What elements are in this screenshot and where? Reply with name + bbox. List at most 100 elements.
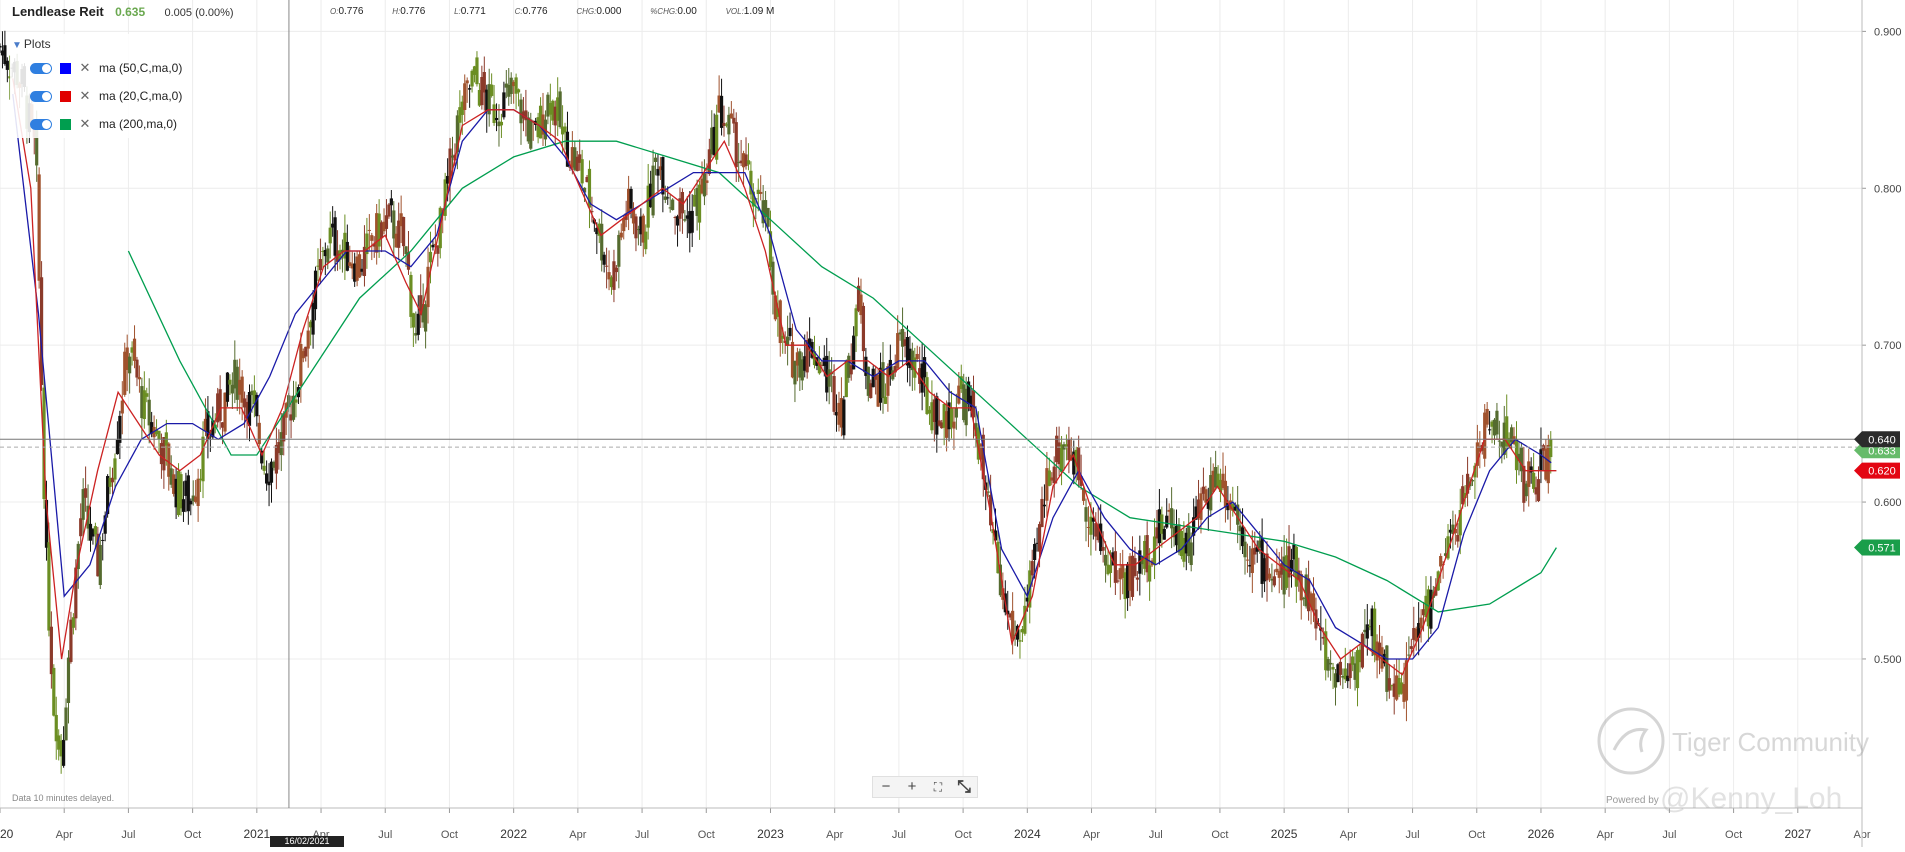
tiger-logo-icon: [1597, 707, 1665, 775]
watermark-community: Tiger Community: [1672, 727, 1869, 757]
candle-body: [1284, 555, 1289, 588]
candle-body: [1157, 509, 1161, 544]
candle-body: [1135, 577, 1139, 580]
crosshair-date-tag: 16/02/2021: [270, 836, 344, 847]
moving-average-line: [12, 94, 1552, 660]
candle-body: [1536, 479, 1541, 502]
candle-body: [1211, 470, 1215, 493]
candle-body: [546, 94, 550, 117]
candle-body: [103, 515, 107, 534]
candle-body: [1395, 675, 1399, 700]
fit-screen-button[interactable]: ⛶: [933, 780, 943, 794]
candle-body: [878, 367, 883, 403]
candle-body: [1360, 633, 1365, 668]
candle-body: [617, 234, 621, 267]
candle-body: [673, 217, 677, 219]
candle-body: [671, 199, 675, 210]
candle-body: [675, 216, 680, 226]
x-tick-label: Oct: [955, 829, 972, 841]
candle-body: [96, 533, 100, 577]
candle-body: [512, 81, 516, 87]
candle-body: [1510, 427, 1514, 443]
candle-body: [952, 421, 956, 429]
candle-body: [803, 356, 807, 371]
expand-button[interactable]: ⤡: [957, 777, 971, 796]
candle-body: [1253, 547, 1257, 555]
candle-body: [981, 434, 985, 480]
candle-body: [954, 407, 958, 418]
candle-body: [1532, 472, 1536, 489]
candle-body: [1544, 448, 1548, 480]
candle-body: [502, 92, 506, 118]
candle-body: [1023, 605, 1027, 634]
candle-body: [291, 395, 296, 420]
price-badge-label: 0.620: [1868, 466, 1896, 478]
candle-body: [514, 77, 518, 94]
candle-body: [1179, 530, 1184, 557]
plots-toggle[interactable]: ▼ Plots: [10, 34, 190, 54]
candle-body: [1434, 586, 1438, 596]
candle-body: [1111, 552, 1115, 566]
candle-body: [242, 398, 247, 408]
candle-body: [1123, 572, 1127, 600]
candle-body: [781, 335, 785, 339]
ma20-color-swatch[interactable]: [60, 90, 71, 102]
ma200-toggle[interactable]: [30, 118, 52, 130]
candle-body: [957, 385, 961, 404]
candle-body: [350, 263, 354, 269]
zoom-in-button[interactable]: +: [907, 778, 917, 795]
ma50-toggle[interactable]: [30, 62, 52, 74]
candle-body: [746, 160, 751, 165]
candle-body: [162, 437, 166, 471]
candle-body: [357, 254, 362, 278]
candle-body: [614, 267, 618, 273]
candle-body: [888, 359, 892, 376]
candle-body: [800, 359, 804, 381]
candle-body: [900, 328, 905, 347]
plots-panel: ▼ Plots ✕ ma (50,C,ma,0) ✕ ma (20,C,ma,0)…: [10, 34, 190, 138]
candle-body: [250, 390, 254, 396]
candle-body: [852, 335, 856, 370]
candle-body: [218, 389, 222, 421]
candle-body: [1108, 565, 1113, 573]
y-tick-label: 0.700: [1874, 340, 1902, 352]
candle-body: [1461, 486, 1465, 505]
candle-body: [1280, 563, 1284, 575]
remove-ma200-icon[interactable]: ✕: [79, 116, 91, 131]
close-readout: C:0.776: [514, 6, 548, 17]
candle-body: [1218, 479, 1223, 493]
candle-body: [1015, 625, 1020, 640]
candle-body: [896, 333, 900, 369]
candle-body: [756, 189, 760, 195]
candle-body: [1209, 475, 1213, 511]
remove-ma20-icon[interactable]: ✕: [79, 88, 91, 103]
candle-body: [741, 153, 746, 168]
candle-body: [419, 295, 423, 316]
zoom-out-button[interactable]: −: [881, 778, 891, 795]
candle-body: [553, 106, 557, 126]
candle-body: [88, 523, 93, 541]
candle-body: [157, 430, 161, 440]
candle-body: [247, 392, 252, 426]
candle-body: [382, 221, 386, 232]
remove-ma50-icon[interactable]: ✕: [79, 60, 91, 75]
candle-body: [1412, 628, 1416, 640]
candle-body: [472, 66, 477, 75]
ma50-color-swatch[interactable]: [60, 62, 71, 74]
x-tick-label: 2024: [1014, 827, 1041, 841]
ma20-toggle[interactable]: [30, 90, 52, 102]
candle-body: [79, 518, 83, 537]
candle-body: [448, 148, 452, 184]
candle-body: [482, 71, 486, 93]
candle-body: [446, 175, 450, 184]
candle-body: [856, 285, 861, 311]
candle-body: [998, 564, 1003, 596]
ma200-color-swatch[interactable]: [60, 118, 71, 130]
candle-body: [1385, 645, 1389, 692]
candle-body: [84, 488, 88, 498]
candle-body: [0, 50, 5, 56]
candle-body: [1443, 553, 1448, 556]
candle-body: [311, 302, 315, 335]
collapse-triangle-icon[interactable]: ▼: [12, 40, 22, 51]
